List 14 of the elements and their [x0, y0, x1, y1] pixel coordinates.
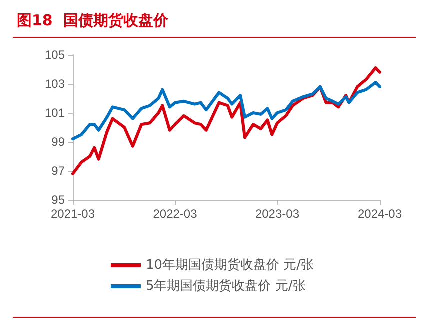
- legend-label: 10年期国债期货收盘价 元/张: [146, 258, 314, 273]
- chart-title: 图18 国债期货收盘价: [17, 12, 170, 30]
- line-series: [72, 81, 382, 141]
- y-tick-label: 103: [44, 77, 66, 91]
- x-tick-label: 2022-03: [153, 207, 198, 221]
- x-tick-label: 2024-03: [358, 207, 402, 221]
- legend-label: 5年期国债期货收盘价 元/张: [146, 279, 306, 294]
- y-tick-label: 97: [52, 164, 66, 178]
- y-tick-label: 101: [44, 106, 66, 120]
- y-tick-label: 105: [44, 48, 66, 62]
- y-tick-label: 99: [52, 135, 66, 149]
- y-tick-label: 95: [52, 193, 66, 207]
- x-tick-label: 2023-03: [255, 207, 300, 221]
- x-tick-label: 2021-03: [50, 207, 96, 221]
